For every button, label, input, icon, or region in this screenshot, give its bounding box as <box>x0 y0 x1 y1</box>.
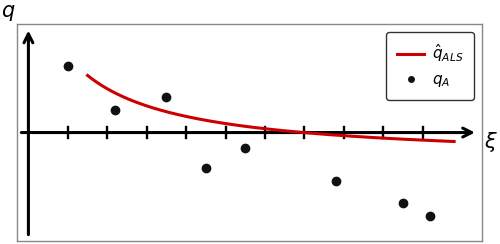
Legend: $\hat{q}_{ALS}$, $q_A$: $\hat{q}_{ALS}$, $q_A$ <box>386 31 474 100</box>
Text: $\xi$: $\xi$ <box>484 130 498 153</box>
Text: $q$: $q$ <box>2 3 16 23</box>
